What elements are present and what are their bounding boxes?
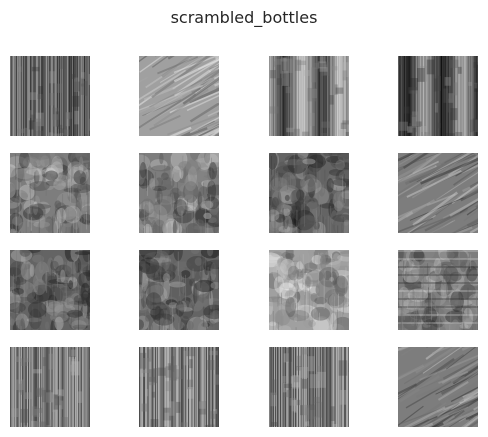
scrambled-texture bbox=[269, 250, 349, 330]
image-tile-1 bbox=[10, 56, 90, 136]
image-tile-16 bbox=[398, 347, 478, 427]
scrambled-texture bbox=[10, 347, 90, 427]
image-tile-8 bbox=[398, 153, 478, 233]
scrambled-texture bbox=[398, 153, 478, 233]
scrambled-texture bbox=[269, 56, 349, 136]
scrambled-texture bbox=[10, 56, 90, 136]
image-tile-13 bbox=[10, 347, 90, 427]
image-tile-10 bbox=[139, 250, 219, 330]
scrambled-texture bbox=[398, 347, 478, 427]
image-tile-2 bbox=[139, 56, 219, 136]
image-tile-3 bbox=[269, 56, 349, 136]
image-tile-14 bbox=[139, 347, 219, 427]
figure-title: scrambled_bottles bbox=[170, 8, 318, 27]
scrambled-texture bbox=[10, 153, 90, 233]
scrambled-texture bbox=[139, 56, 219, 136]
image-tile-12 bbox=[398, 250, 478, 330]
scrambled-texture bbox=[398, 250, 478, 330]
scrambled-texture bbox=[269, 153, 349, 233]
scrambled-texture bbox=[10, 250, 90, 330]
image-tile-6 bbox=[139, 153, 219, 233]
scrambled-texture bbox=[139, 347, 219, 427]
scrambled-texture bbox=[139, 153, 219, 233]
image-tile-4 bbox=[398, 56, 478, 136]
image-tile-15 bbox=[269, 347, 349, 427]
image-grid bbox=[10, 56, 482, 428]
scrambled-texture bbox=[139, 250, 219, 330]
image-tile-5 bbox=[10, 153, 90, 233]
scrambled-texture bbox=[269, 347, 349, 427]
image-tile-9 bbox=[10, 250, 90, 330]
image-tile-11 bbox=[269, 250, 349, 330]
image-tile-7 bbox=[269, 153, 349, 233]
scrambled-texture bbox=[398, 56, 478, 136]
